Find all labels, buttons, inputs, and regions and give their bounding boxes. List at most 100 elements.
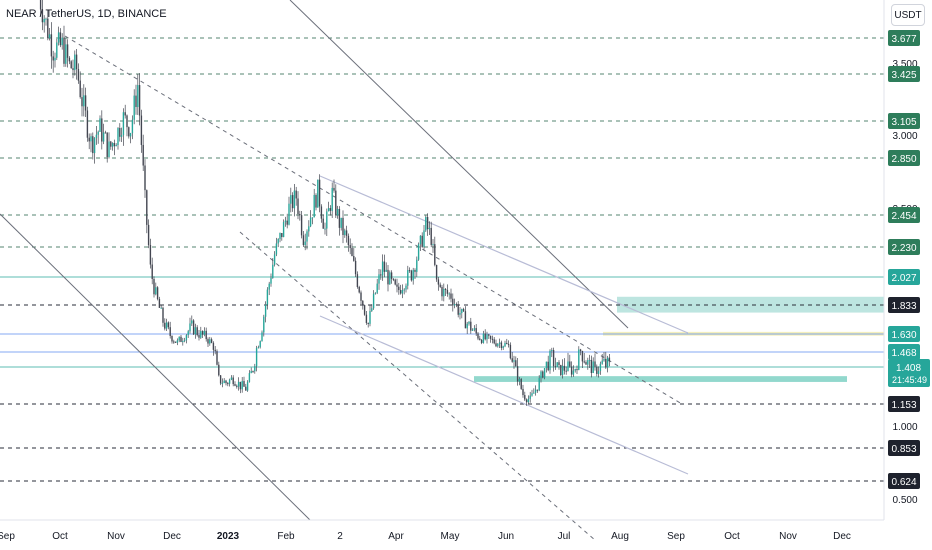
candle-body xyxy=(543,368,546,378)
candle-body xyxy=(434,244,436,265)
x-tick-label: Aug xyxy=(611,531,629,542)
candle-body xyxy=(336,208,339,216)
candle-body xyxy=(169,327,171,337)
candle-body xyxy=(457,304,459,315)
candle-body xyxy=(570,366,573,375)
candle-body xyxy=(374,292,377,294)
candle-body xyxy=(455,304,458,306)
candle-body xyxy=(403,289,405,291)
candle-body xyxy=(160,307,162,309)
trend-lines xyxy=(0,0,689,541)
candle-body xyxy=(493,339,495,344)
candle-body xyxy=(507,343,510,345)
candle-body xyxy=(173,341,175,343)
candle-body xyxy=(165,322,168,329)
candle-body xyxy=(444,288,447,290)
candle-body xyxy=(407,270,409,286)
price-tag-label: 3.425 xyxy=(891,70,916,81)
candle-body xyxy=(414,269,416,272)
candle-body xyxy=(482,333,485,343)
price-tag-label: 1.468 xyxy=(891,348,916,359)
candle-body xyxy=(513,360,515,362)
candle-body xyxy=(239,381,242,390)
candle-body xyxy=(279,233,281,240)
candle-body xyxy=(464,311,467,329)
candle-body xyxy=(525,399,528,403)
candle-body xyxy=(59,32,62,46)
candle-body xyxy=(167,322,170,328)
candle-body xyxy=(522,388,524,396)
candle-body xyxy=(480,339,483,343)
candle-body xyxy=(371,308,373,312)
candle-body xyxy=(475,328,477,334)
candle-body xyxy=(102,132,105,142)
candle-body xyxy=(216,351,218,365)
candle-body xyxy=(594,361,596,367)
candle-body xyxy=(322,218,324,229)
candle-body xyxy=(581,351,584,362)
candle-body xyxy=(308,226,310,232)
price-tag xyxy=(888,30,920,46)
candle-body xyxy=(124,112,126,116)
candle-body xyxy=(331,187,333,211)
candle-body xyxy=(41,9,44,23)
candle-body xyxy=(263,316,265,333)
candle-body xyxy=(569,361,571,367)
candle-body xyxy=(491,338,494,340)
candle-body xyxy=(452,298,454,306)
candle-body xyxy=(468,321,470,324)
x-tick-label: Nov xyxy=(779,531,797,542)
wedge-line xyxy=(319,175,689,334)
candle-body xyxy=(416,259,418,272)
candle-body xyxy=(603,358,605,361)
candle-body xyxy=(246,381,249,391)
candle-body xyxy=(146,190,148,225)
candle-body xyxy=(367,322,369,324)
price-tag xyxy=(888,239,920,255)
candle-body xyxy=(56,42,58,58)
candle-body xyxy=(236,385,238,387)
x-tick-label: Oct xyxy=(52,531,68,542)
candle-body xyxy=(601,360,603,364)
currency-button[interactable]: USDT xyxy=(891,4,925,26)
candle-body xyxy=(315,194,317,208)
wedge-line xyxy=(319,315,689,475)
candle-body xyxy=(518,379,521,382)
candle-body xyxy=(90,136,92,142)
descending-trendline xyxy=(64,35,683,405)
candle-body xyxy=(77,68,80,81)
candle-body xyxy=(227,383,229,385)
candle-body xyxy=(210,339,213,343)
candle-body xyxy=(86,110,89,138)
candle-body xyxy=(446,289,449,294)
candle-body xyxy=(421,235,423,247)
candle-body xyxy=(151,264,153,279)
candle-body xyxy=(153,278,155,295)
candle-body xyxy=(401,290,404,294)
candle-body xyxy=(565,370,567,372)
candle-body xyxy=(174,341,177,343)
candle-body xyxy=(524,395,526,400)
candle-body xyxy=(578,349,580,370)
candle-body xyxy=(527,398,530,403)
candle-body xyxy=(390,272,393,279)
candle-body xyxy=(534,389,537,393)
price-tag-label: 3.105 xyxy=(891,117,916,128)
candle-body xyxy=(275,243,278,255)
candle-body xyxy=(538,378,540,391)
candle-body xyxy=(192,320,195,335)
candle-body xyxy=(113,142,116,147)
x-tick-label: Dec xyxy=(163,531,181,542)
candle-body xyxy=(250,371,252,374)
candle-body xyxy=(435,264,438,280)
candle-body xyxy=(394,279,396,285)
candle-body xyxy=(194,327,197,335)
x-tick-label: Feb xyxy=(277,531,295,542)
candle-body xyxy=(385,269,387,272)
candle-body xyxy=(353,256,355,261)
candle-body xyxy=(432,244,434,246)
candle-body xyxy=(425,216,427,231)
candle-body xyxy=(520,379,522,389)
candle-body xyxy=(596,366,598,374)
